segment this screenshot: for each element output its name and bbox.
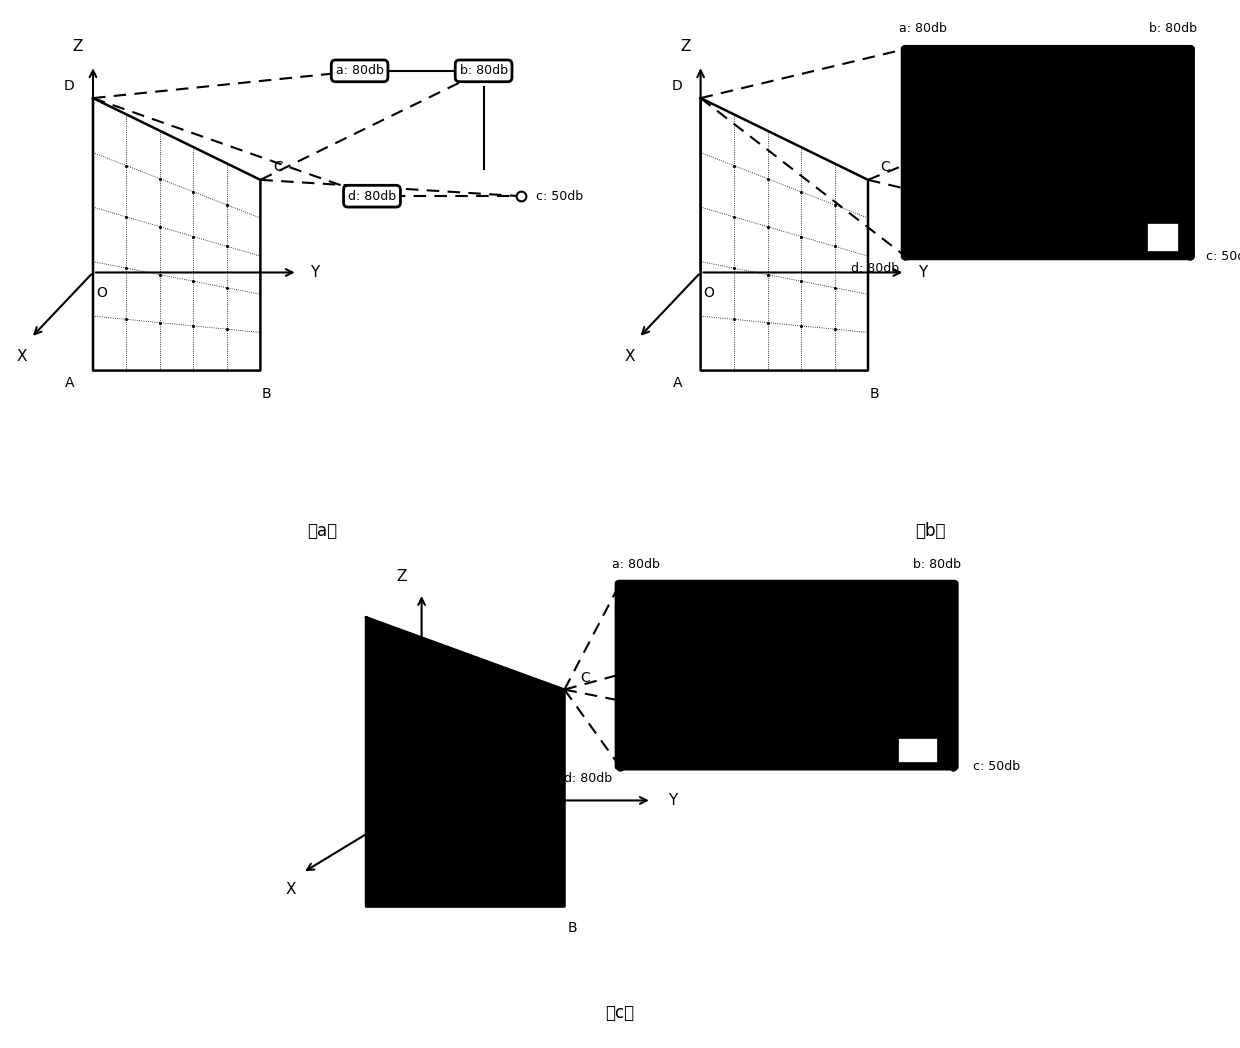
Text: b: 80db: b: 80db <box>913 559 961 571</box>
Text: C: C <box>580 671 590 684</box>
Text: c: 50db: c: 50db <box>1205 249 1240 263</box>
Text: X: X <box>16 349 27 364</box>
Text: D: D <box>63 79 74 92</box>
Text: A: A <box>672 376 682 390</box>
Text: B: B <box>262 387 272 401</box>
Text: a: 80db: a: 80db <box>613 559 660 571</box>
Text: （b）: （b） <box>915 522 945 540</box>
Text: X: X <box>624 349 635 364</box>
Text: Z: Z <box>680 40 691 54</box>
Text: B: B <box>869 387 879 401</box>
Text: d: 80db: d: 80db <box>348 190 396 202</box>
Text: c: 50db: c: 50db <box>973 760 1021 773</box>
Text: b: 80db: b: 80db <box>1148 22 1197 36</box>
Text: O: O <box>704 286 714 300</box>
Text: A: A <box>64 376 74 390</box>
Bar <box>898 738 937 762</box>
Polygon shape <box>366 617 564 907</box>
Text: b: 80db: b: 80db <box>460 64 507 78</box>
Text: a: 80db: a: 80db <box>336 64 383 78</box>
Text: B: B <box>568 921 577 935</box>
Text: O: O <box>425 812 436 827</box>
Text: （a）: （a） <box>308 522 337 540</box>
Text: X: X <box>285 882 296 897</box>
Text: Y: Y <box>667 793 677 808</box>
Text: D: D <box>671 79 682 92</box>
Text: Y: Y <box>310 265 319 280</box>
Text: O: O <box>97 286 107 300</box>
Text: C: C <box>273 160 283 174</box>
Text: a: 80db: a: 80db <box>899 22 947 36</box>
Text: Z: Z <box>72 40 83 54</box>
Bar <box>1147 223 1178 250</box>
Text: A: A <box>332 912 342 925</box>
Text: c: 50db: c: 50db <box>536 190 584 202</box>
Text: d: 80db: d: 80db <box>851 262 899 275</box>
Text: D: D <box>331 598 342 612</box>
Text: C: C <box>880 160 890 174</box>
Text: d: 80db: d: 80db <box>564 771 613 785</box>
Text: Z: Z <box>397 568 407 584</box>
FancyBboxPatch shape <box>903 46 1193 259</box>
Text: Y: Y <box>918 265 926 280</box>
Text: （c）: （c） <box>605 1004 635 1022</box>
FancyBboxPatch shape <box>616 581 957 769</box>
